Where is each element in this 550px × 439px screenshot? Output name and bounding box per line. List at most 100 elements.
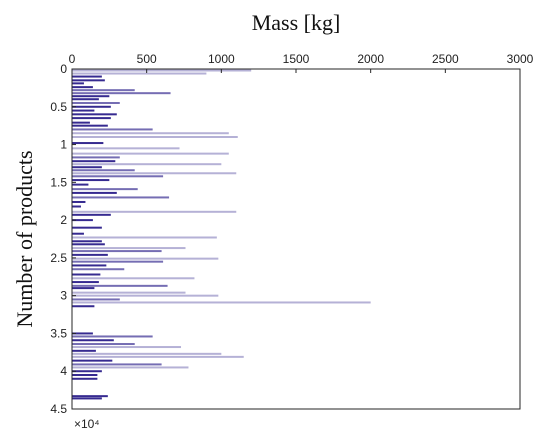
bar (72, 172, 237, 175)
bar (72, 152, 229, 155)
bar (72, 163, 222, 166)
bar (72, 183, 89, 186)
y-tick-label: 3.5 (50, 326, 67, 340)
x-tick-label: 0 (69, 52, 76, 66)
y-tick-label: 4 (60, 364, 67, 378)
bar (72, 179, 110, 182)
bar (72, 132, 229, 135)
bar (72, 147, 180, 150)
bar (72, 95, 110, 98)
bar (72, 397, 102, 400)
bar (72, 196, 170, 199)
bar (72, 301, 371, 304)
bar (72, 363, 162, 366)
bar (72, 124, 108, 127)
x-tick-label: 3000 (507, 52, 534, 66)
bar (72, 377, 98, 380)
bar (72, 102, 120, 104)
bar (72, 69, 252, 72)
bar (72, 166, 102, 169)
bar-series (72, 69, 371, 400)
y-tick-label: 1 (60, 138, 67, 152)
bar (72, 169, 135, 172)
bar (72, 79, 105, 82)
bar (72, 175, 164, 178)
x-axis-title: Mass [kg] (252, 10, 341, 35)
bar (72, 82, 84, 85)
bar (72, 200, 86, 203)
bar (72, 346, 182, 349)
bar (72, 370, 102, 373)
bar (72, 213, 111, 216)
bar (72, 98, 99, 101)
y-axis-title: Number of products (12, 150, 37, 327)
bar (72, 226, 102, 229)
x-tick-label: 1000 (208, 52, 235, 66)
bar (72, 240, 102, 243)
bar (72, 332, 93, 335)
bar (72, 359, 113, 362)
y-tick-label: 1.5 (50, 175, 67, 189)
bar (72, 219, 93, 222)
bar (72, 287, 95, 290)
bar (72, 92, 171, 95)
y-tick-label: 2 (60, 213, 67, 227)
bar (72, 253, 108, 256)
bar (72, 243, 105, 246)
bar (72, 250, 162, 253)
y-tick-label: 4.5 (50, 402, 67, 416)
bar (72, 156, 120, 159)
bar (72, 89, 135, 92)
bar (72, 205, 81, 208)
bar (72, 105, 111, 108)
bar (72, 291, 186, 294)
bar (72, 284, 168, 287)
bar (72, 117, 111, 120)
bar (72, 343, 135, 346)
bar (72, 260, 164, 263)
bar (72, 160, 116, 163)
bar (72, 128, 153, 131)
bar (72, 72, 207, 75)
bar (72, 352, 222, 355)
bar (72, 142, 104, 145)
bar (72, 339, 114, 342)
bar (72, 268, 125, 271)
bar (72, 188, 138, 191)
x-tick-label: 2500 (432, 52, 459, 66)
bar (72, 305, 95, 308)
y-tick-label: 3 (60, 289, 67, 303)
bar (72, 355, 244, 358)
bar (72, 277, 195, 280)
x-axis: 0 500 1000 1500 2000 2500 3000 (69, 52, 534, 73)
bar (72, 273, 101, 276)
bar (72, 366, 189, 369)
bar (72, 395, 108, 398)
y-tick-label: 2.5 (50, 251, 67, 265)
bar (72, 113, 117, 116)
bar (72, 232, 84, 235)
bar (72, 264, 107, 267)
x-tick-label: 1500 (283, 52, 310, 66)
y-axis-exponent: ×10⁴ (74, 417, 100, 431)
bar (72, 281, 99, 284)
x-tick-label: 500 (137, 52, 157, 66)
bar (72, 298, 120, 301)
bar (72, 210, 237, 213)
bar (72, 191, 117, 194)
bar (72, 121, 90, 124)
bar (72, 236, 217, 239)
bar (72, 86, 93, 89)
bar (72, 109, 95, 112)
x-tick-label: 2000 (357, 52, 384, 66)
bar (72, 136, 238, 138)
bar (72, 75, 102, 78)
y-tick-label: 0.5 (50, 100, 67, 114)
bar (72, 247, 186, 250)
bar (72, 294, 219, 297)
y-axis: 0 0.5 1 1.5 2 2.5 3 3.5 4 4.5 (50, 62, 76, 416)
bar (72, 349, 96, 352)
plot-area (72, 69, 520, 409)
bar (72, 335, 153, 338)
